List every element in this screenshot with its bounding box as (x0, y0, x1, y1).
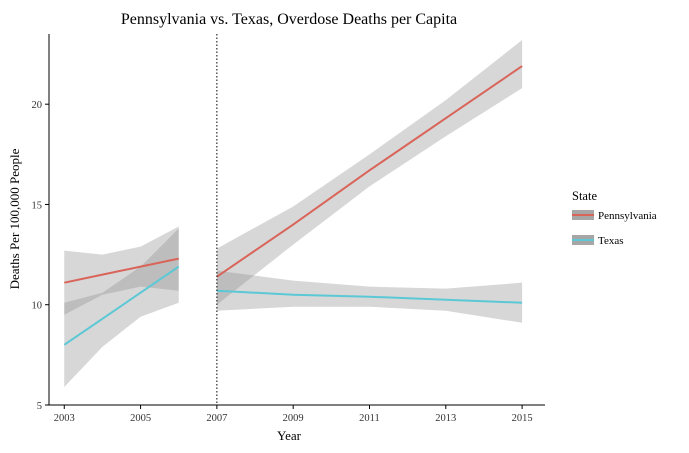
y-tick-label: 20 (32, 100, 43, 111)
y-tick-label: 15 (32, 200, 43, 211)
legend-title: State (572, 189, 597, 203)
legend-label-texas: Texas (598, 235, 624, 247)
y-tick-label: 10 (32, 301, 43, 312)
x-tick-label: 2007 (206, 413, 227, 424)
legend: State Pennsylvania Texas (572, 189, 657, 247)
x-tick-label: 2015 (512, 413, 533, 424)
pennsylvania-line-1 (64, 257, 179, 284)
x-tick-label: 2005 (130, 413, 151, 424)
x-tick-label: 2009 (283, 413, 304, 424)
y-axis-label: Deaths Per 100,000 People (7, 148, 22, 289)
y-tick-label: 5 (37, 401, 42, 412)
x-tick-label: 2003 (54, 413, 75, 424)
x-axis-ticks: 2003 2005 2007 2009 2011 2013 2015 (54, 405, 533, 424)
texas-band-1 (64, 228, 179, 387)
legend-label-pennsylvania: Pennsylvania (598, 210, 657, 222)
x-tick-label: 2011 (359, 413, 380, 424)
y-axis-ticks: 5 10 15 20 (32, 100, 49, 412)
x-axis-label: Year (277, 428, 302, 443)
series-lines (63, 65, 523, 346)
chart-title: Pennsylvania vs. Texas, Overdose Deaths … (121, 11, 457, 28)
texas-line-1 (63, 265, 180, 346)
confidence-bands (64, 40, 523, 387)
pennsylvania-band-2 (216, 40, 523, 305)
pennsylvania-line-2 (216, 65, 523, 278)
texas-line-2 (216, 289, 523, 304)
x-tick-label: 2013 (435, 413, 456, 424)
